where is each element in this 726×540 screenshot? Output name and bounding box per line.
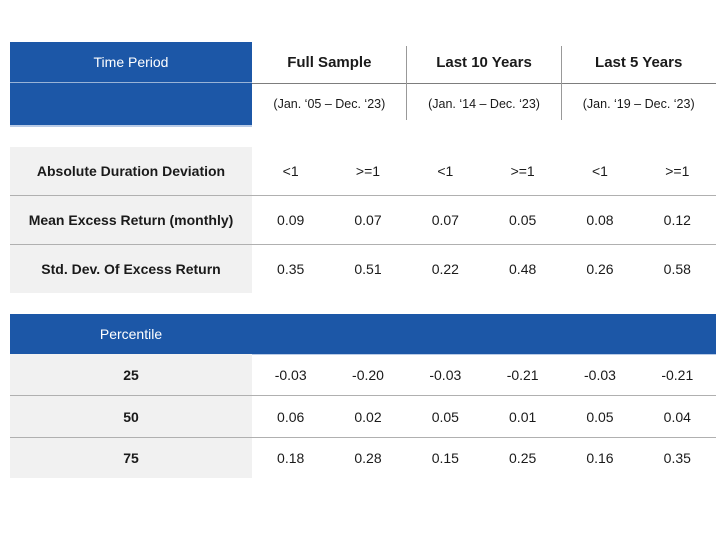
table-cell: 0.51 — [354, 261, 382, 277]
period-group-headers: Full Sample (Jan. ‘05 – Dec. ‘23) Last 1… — [252, 42, 716, 125]
table-cell: 0.05 — [431, 408, 459, 425]
table-cell: >=1 — [665, 163, 690, 179]
time-period-header-block: Time Period — [10, 42, 252, 127]
table-cell: 0.28 — [354, 450, 382, 466]
group-last-5-years: Last 5 Years (Jan. ‘19 – Dec. ‘23) — [561, 42, 716, 125]
table-cell: 0.04 — [663, 408, 691, 425]
table-row-duration-deviation: Absolute Duration Deviation <1 >=1 <1 >=… — [10, 147, 716, 195]
table-cell: -0.21 — [661, 366, 694, 383]
row-label: Absolute Duration Deviation — [10, 147, 252, 195]
table-cell: 0.09 — [277, 212, 305, 228]
table-cell: >=1 — [355, 163, 381, 179]
header-rule — [252, 83, 716, 84]
group-name: Last 5 Years — [595, 54, 683, 71]
row-label: 25 — [10, 354, 252, 395]
group-name: Full Sample — [287, 54, 372, 71]
table-row-percentile-50: 50 0.06 0.02 0.05 0.01 0.05 0.04 — [10, 395, 716, 437]
group-date-range: (Jan. ‘19 – Dec. ‘23) — [582, 97, 695, 111]
table-cell: >=1 — [510, 163, 535, 179]
table-row-std-dev: Std. Dev. Of Excess Return 0.35 0.51 0.2… — [10, 244, 716, 293]
row-label: 50 — [10, 396, 252, 437]
table-cell: 0.48 — [509, 261, 537, 277]
table-cell: 0.35 — [277, 261, 305, 277]
table-cell: 0.01 — [509, 408, 537, 425]
table-cell: -0.03 — [429, 366, 462, 383]
table-cell: 0.05 — [509, 212, 537, 228]
percentile-header-bar: Percentile — [10, 314, 716, 355]
table-row-percentile-75: 75 0.18 0.28 0.15 0.25 0.16 0.35 — [10, 437, 716, 478]
table-cell: 0.05 — [586, 408, 614, 425]
table-cell: -0.03 — [584, 366, 616, 383]
group-name: Last 10 Years — [436, 54, 532, 71]
time-period-label: Time Period — [10, 42, 252, 83]
table-cell: 0.12 — [663, 212, 691, 228]
table-cell: 0.06 — [277, 408, 305, 425]
table-cell: <1 — [437, 163, 454, 179]
table-row-mean-excess-return: Mean Excess Return (monthly) 0.09 0.07 0… — [10, 195, 716, 244]
table-cell: -0.21 — [506, 366, 539, 383]
table-cell: 0.35 — [663, 450, 691, 466]
row-label: Std. Dev. Of Excess Return — [10, 245, 252, 293]
table-cell: 0.02 — [354, 408, 382, 425]
table-cell: 0.26 — [586, 261, 614, 277]
group-date-range: (Jan. ‘14 – Dec. ‘23) — [428, 97, 540, 111]
table-cell: 0.25 — [509, 450, 537, 466]
row-label: 75 — [10, 438, 252, 478]
table-cell: 0.16 — [586, 450, 614, 466]
percentile-table: 25 -0.03 -0.20 -0.03 -0.21 -0.03 -0.21 5… — [10, 354, 716, 478]
percentile-label: Percentile — [99, 326, 163, 342]
table-cell: 0.22 — [431, 261, 459, 277]
group-date-range: (Jan. ‘05 – Dec. ‘23) — [273, 97, 386, 111]
table-cell: 0.08 — [586, 212, 614, 228]
metrics-table: Absolute Duration Deviation <1 >=1 <1 >=… — [10, 147, 716, 293]
table-cell: 0.18 — [277, 450, 305, 466]
table-cell: 0.58 — [663, 261, 691, 277]
group-last-10-years: Last 10 Years (Jan. ‘14 – Dec. ‘23) — [407, 42, 562, 125]
group-full-sample: Full Sample (Jan. ‘05 – Dec. ‘23) — [252, 42, 407, 125]
header-divider — [561, 46, 562, 120]
table-cell: 0.07 — [431, 212, 459, 228]
table-cell: 0.15 — [431, 450, 459, 466]
table-cell: <1 — [591, 163, 608, 179]
row-label: Mean Excess Return (monthly) — [10, 196, 252, 244]
table-row-percentile-25: 25 -0.03 -0.20 -0.03 -0.21 -0.03 -0.21 — [10, 354, 716, 395]
table-cell: 0.07 — [354, 212, 382, 228]
table-cell: <1 — [282, 163, 299, 179]
table-cell: -0.20 — [352, 366, 384, 383]
header-divider — [406, 46, 407, 120]
table-cell: -0.03 — [274, 366, 307, 383]
